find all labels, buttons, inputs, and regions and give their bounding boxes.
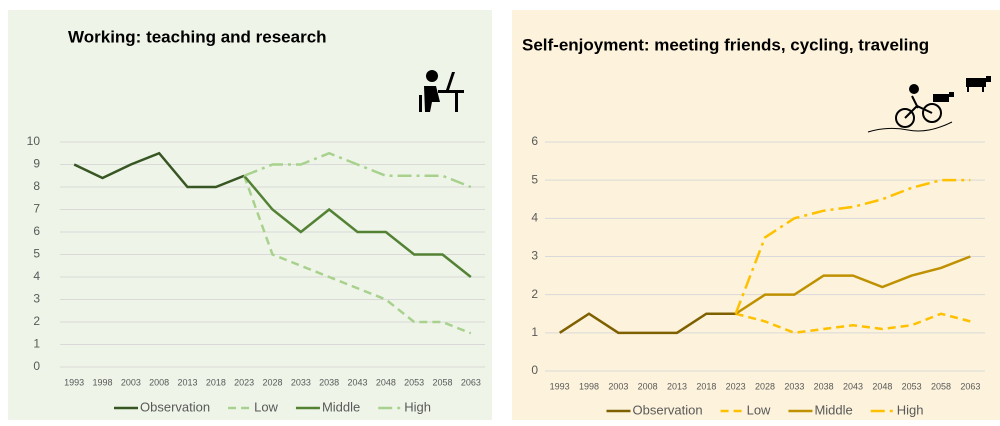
x-tick-label: 2063 <box>960 381 980 391</box>
x-tick-label: 2003 <box>121 377 141 387</box>
x-tick-label: 2023 <box>234 377 254 387</box>
legend-label: High <box>404 399 431 414</box>
x-tick-label: 2028 <box>755 381 775 391</box>
legend-label: Observation <box>633 402 703 417</box>
x-tick-label: 1993 <box>64 377 84 387</box>
legend-label: Low <box>747 402 771 417</box>
y-tick-label: 0 <box>531 363 538 377</box>
line-series <box>242 175 472 335</box>
x-tick-label: 2043 <box>843 381 863 391</box>
y-tick-label: 7 <box>33 202 40 216</box>
y-tick-label: 1 <box>531 325 538 339</box>
x-tick-label: 2063 <box>461 377 481 387</box>
x-tick-label: 2043 <box>347 377 367 387</box>
x-tick-label: 2033 <box>291 377 311 387</box>
x-tick-label: 2058 <box>432 377 452 387</box>
panel-background <box>512 10 1000 420</box>
y-tick-label: 1 <box>33 337 40 351</box>
x-tick-label: 2053 <box>902 381 922 391</box>
legend-label: Low <box>254 399 278 414</box>
x-tick-label: 1998 <box>579 381 599 391</box>
cyclist-icon <box>867 84 953 133</box>
x-tick-label: 1993 <box>550 381 570 391</box>
person-at-desk-icon <box>419 70 464 112</box>
x-tick-label: 2028 <box>262 377 282 387</box>
y-tick-label: 6 <box>33 224 40 238</box>
x-tick-label: 1998 <box>92 377 112 387</box>
x-tick-label: 2048 <box>376 377 396 387</box>
line-series <box>243 174 472 278</box>
line-series <box>735 312 971 335</box>
x-tick-label: 2038 <box>814 381 834 391</box>
x-tick-label: 2058 <box>931 381 951 391</box>
y-tick-label: 2 <box>531 287 538 301</box>
chart-title: Self-enjoyment: meeting friends, cycling… <box>522 35 929 54</box>
legend-label: Middle <box>814 402 852 417</box>
x-tick-label: 2018 <box>206 377 226 387</box>
x-tick-label: 2013 <box>177 377 197 387</box>
x-tick-label: 2003 <box>608 381 628 391</box>
x-tick-label: 2013 <box>667 381 687 391</box>
legend-label: Middle <box>322 399 360 414</box>
y-tick-label: 4 <box>531 211 538 225</box>
y-tick-label: 5 <box>33 247 40 261</box>
x-tick-label: 2053 <box>404 377 424 387</box>
y-tick-label: 6 <box>531 134 538 148</box>
y-tick-label: 3 <box>531 249 538 263</box>
line-series <box>73 151 245 189</box>
cow-icons <box>933 76 991 102</box>
y-tick-label: 8 <box>33 179 40 193</box>
line-series <box>734 255 971 315</box>
x-tick-label: 2038 <box>319 377 339 387</box>
legend: Observation Low Middle High <box>606 402 924 417</box>
legend-label: Observation <box>140 399 210 414</box>
x-tick-label: 2008 <box>638 381 658 391</box>
chart-title: Working: teaching and research <box>68 27 327 46</box>
line-series <box>734 178 971 315</box>
x-tick-label: 2023 <box>726 381 746 391</box>
y-tick-label: 10 <box>27 134 41 148</box>
x-tick-label: 2018 <box>696 381 716 391</box>
y-tick-label: 5 <box>531 172 538 186</box>
y-tick-label: 4 <box>33 269 40 283</box>
y-tick-label: 0 <box>33 359 40 373</box>
legend-label: High <box>897 402 924 417</box>
x-tick-label: 2048 <box>872 381 892 391</box>
legend: Observation Low Middle High <box>114 399 431 414</box>
y-tick-label: 3 <box>33 292 40 306</box>
line-series <box>558 312 736 335</box>
y-tick-label: 2 <box>33 314 40 328</box>
x-tick-label: 2033 <box>784 381 804 391</box>
line-series <box>243 151 472 189</box>
panel-background <box>8 10 492 420</box>
y-tick-label: 9 <box>33 157 40 171</box>
icons <box>419 70 991 133</box>
x-tick-label: 2008 <box>149 377 169 387</box>
